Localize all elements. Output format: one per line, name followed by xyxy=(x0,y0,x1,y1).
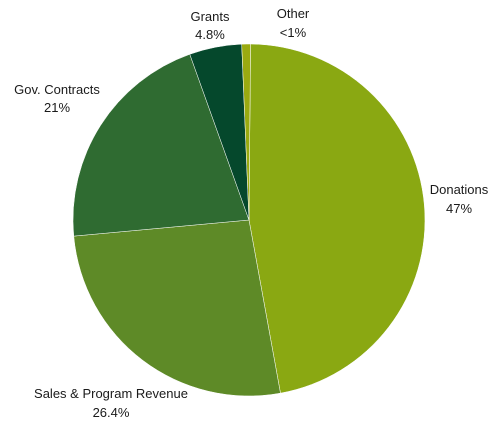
pie-slices xyxy=(72,43,426,397)
slice-label-other: Other xyxy=(277,6,310,21)
slice-value-gov-contracts: 21% xyxy=(44,100,70,115)
slice-label-gov-contracts: Gov. Contracts xyxy=(14,82,100,97)
pie-slice-other xyxy=(241,43,251,221)
slice-value-grants: 4.8% xyxy=(195,27,225,42)
slice-label-sales-program-revenue: Sales & Program Revenue xyxy=(34,386,188,401)
label-sales-program-revenue: Sales & Program Revenue 26.4% xyxy=(34,386,188,420)
label-donations: Donations 47% xyxy=(430,182,489,216)
pie-slice-donations xyxy=(248,43,426,394)
slice-label-grants: Grants xyxy=(190,9,230,24)
slice-label-donations: Donations xyxy=(430,182,489,197)
slice-value-donations: 47% xyxy=(446,201,472,216)
slice-value-sales-program-revenue: 26.4% xyxy=(93,405,130,420)
label-grants: Grants 4.8% xyxy=(190,9,230,42)
label-other: Other <1% xyxy=(277,6,310,40)
pie-slice-gov-contracts xyxy=(72,53,250,237)
slice-value-other: <1% xyxy=(280,25,307,40)
label-gov-contracts: Gov. Contracts 21% xyxy=(14,82,100,115)
pie-slice-sales-program-revenue xyxy=(73,219,281,397)
